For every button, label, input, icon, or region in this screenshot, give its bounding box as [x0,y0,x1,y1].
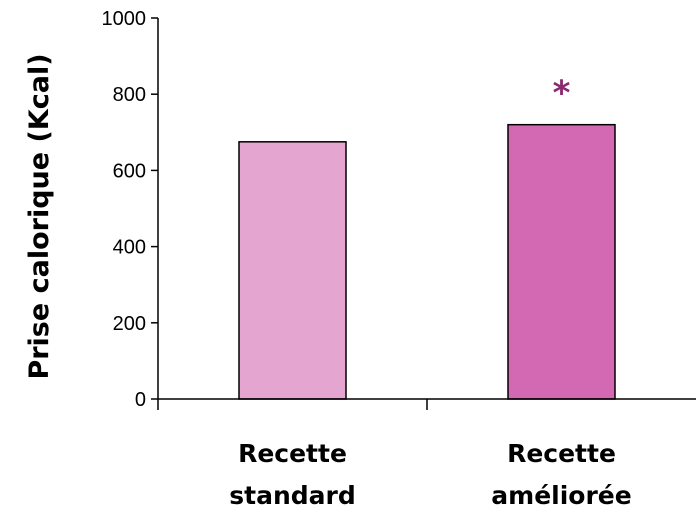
bar [507,123,616,400]
annotations: * [553,74,571,114]
bars [238,123,616,400]
y-tick-label: 200 [113,313,146,335]
x-tick-label: Recette améliorée [491,439,631,510]
y-tick-label: 1000 [102,8,147,30]
x-axis-labels: Recette standard Recette améliorée [229,439,631,510]
y-tick-label: 600 [113,160,146,182]
bar [238,141,347,400]
x-tick-label: Recette standard [229,439,356,510]
x-axis-ticks [157,399,428,410]
y-axis-label: Prise calorique (Kcal) [24,53,55,379]
y-axis-ticks: 0 200 400 600 800 1000 [102,8,158,411]
y-tick-label: 800 [113,84,146,106]
significance-marker: * [553,74,571,114]
x-tick-label-line: améliorée [491,481,631,510]
x-tick-label-line: Recette [238,439,347,468]
y-tick-label: 0 [135,389,146,411]
x-tick-label-line: Recette [507,439,616,468]
x-tick-label-line: standard [229,481,356,510]
y-tick-label: 400 [113,237,146,259]
